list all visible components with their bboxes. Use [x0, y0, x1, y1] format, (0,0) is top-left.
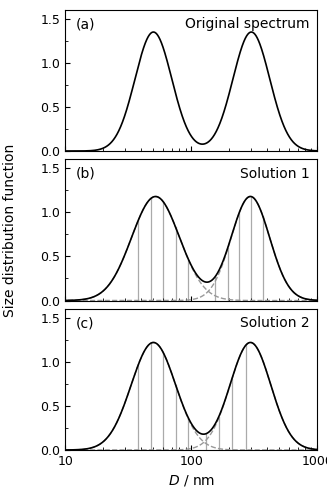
Text: (b): (b)	[76, 166, 95, 180]
Text: Solution 2: Solution 2	[240, 316, 310, 330]
Text: Solution 1: Solution 1	[240, 166, 310, 180]
Text: (c): (c)	[76, 316, 94, 330]
Text: (a): (a)	[76, 17, 95, 31]
Text: Original spectrum: Original spectrum	[185, 17, 310, 31]
X-axis label: $D$ / nm: $D$ / nm	[168, 474, 215, 488]
Text: Size distribution function: Size distribution function	[3, 144, 17, 316]
